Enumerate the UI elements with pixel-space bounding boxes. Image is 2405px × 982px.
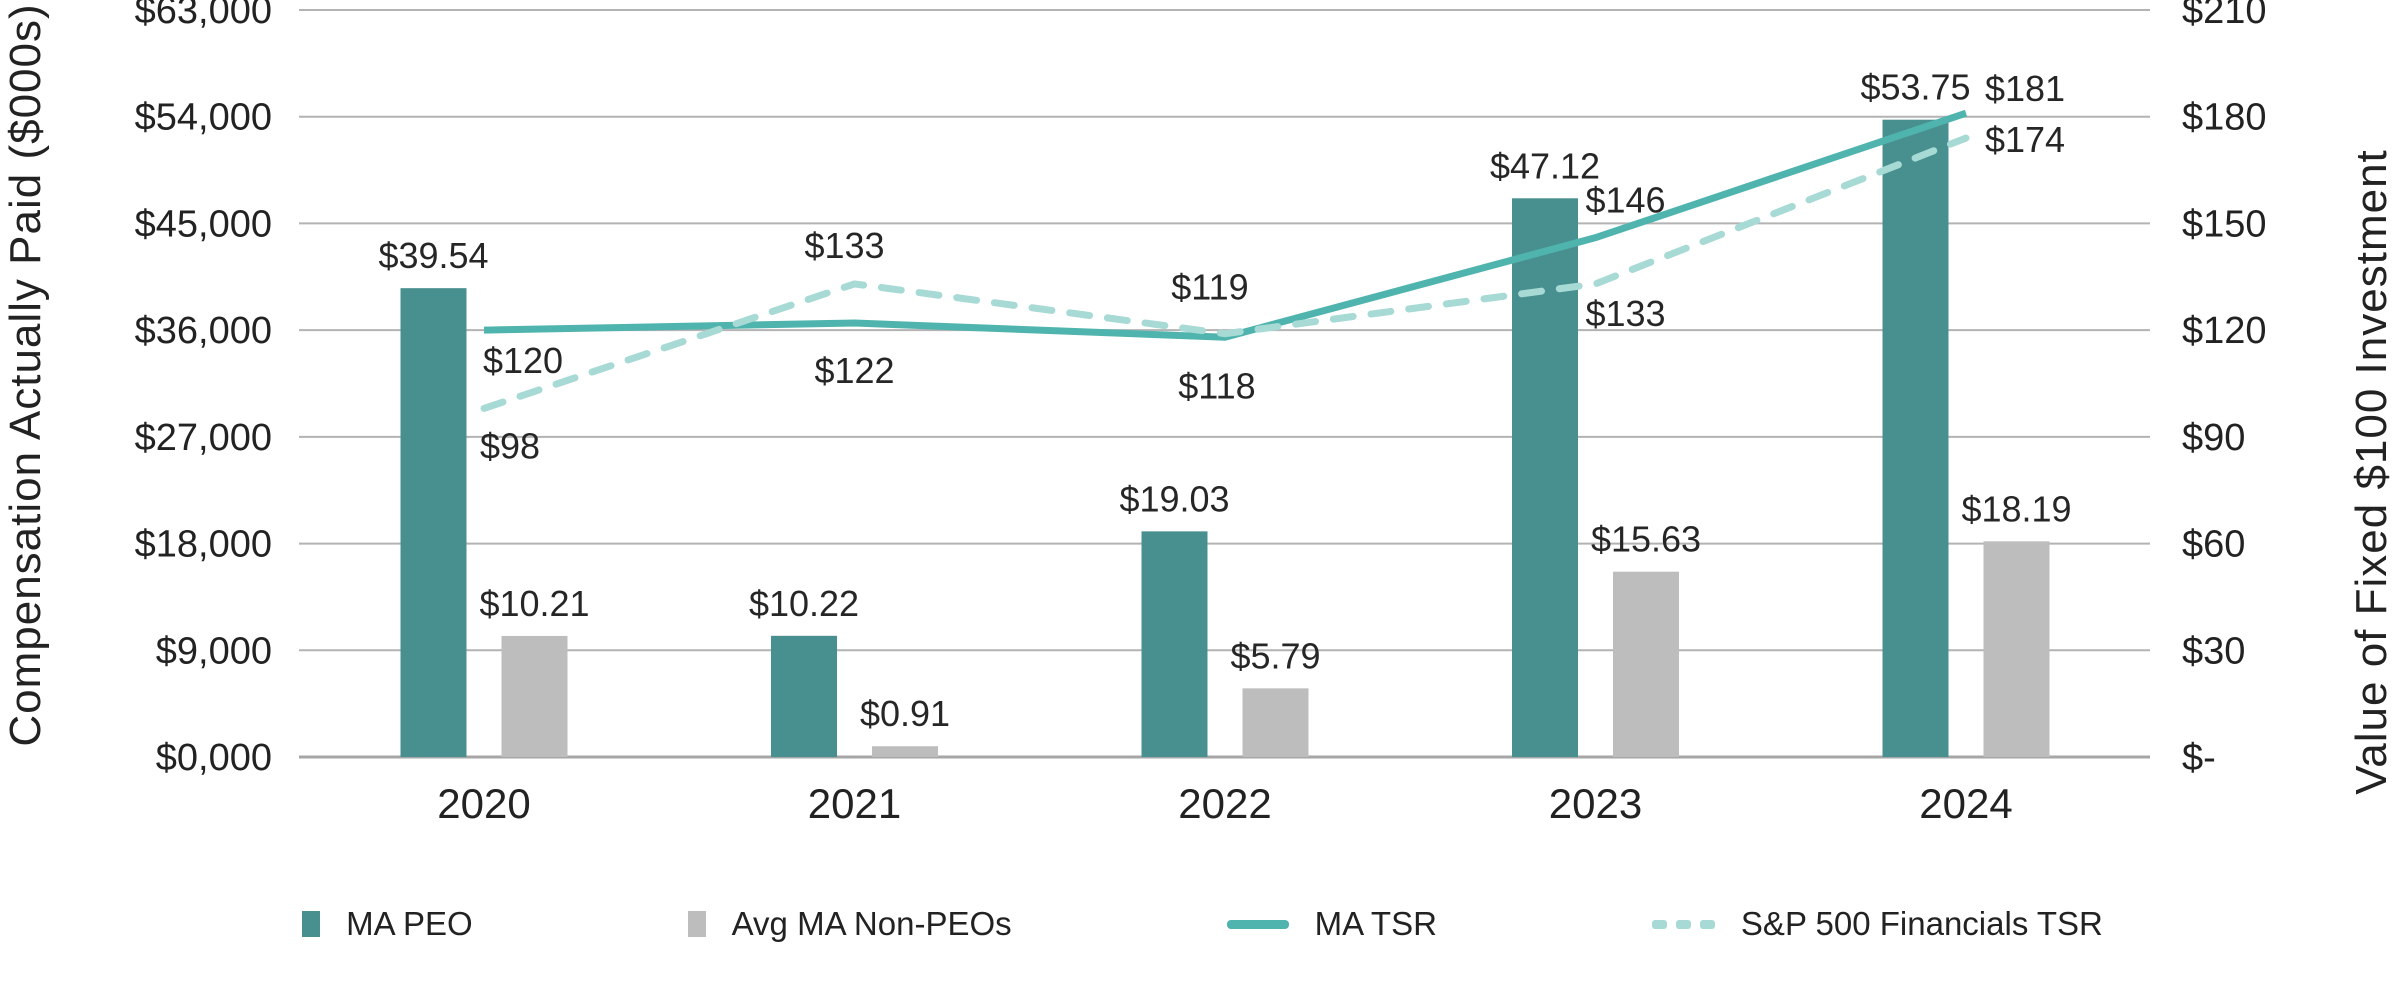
x-axis-label-2021: 2021 xyxy=(808,780,901,827)
bar-label-avg-ma-non-peos-2023: $15.63 xyxy=(1591,519,1701,560)
legend-item-ma-peo: MA PEO xyxy=(302,905,473,943)
line-label-ma-tsr-2021: $122 xyxy=(814,350,894,391)
right-tick-label: $150 xyxy=(2182,203,2267,245)
legend-item-ma-tsr: MA TSR xyxy=(1226,905,1437,943)
line-ma-tsr xyxy=(483,109,1968,341)
bar-ma-peo-2024 xyxy=(1882,119,1949,757)
line-label-ma-tsr-2022: $118 xyxy=(1178,365,1255,406)
right-tick-label: $90 xyxy=(2182,417,2245,459)
bar-label-avg-ma-non-peos-2021: $0.91 xyxy=(860,693,950,734)
line-label-s-p-500-financials-tsr-2021: $133 xyxy=(804,225,884,266)
line-s-p-500-financials-tsr xyxy=(480,134,1970,412)
right-tick-label: $180 xyxy=(2182,97,2267,139)
bar-label-avg-ma-non-peos-2020: $10.21 xyxy=(479,583,589,624)
bar-avg-ma-non-peos-2022 xyxy=(1242,688,1309,757)
dashed-line-swatch-icon xyxy=(1651,919,1715,929)
bar-label-avg-ma-non-peos-2022: $5.79 xyxy=(1230,635,1320,676)
x-axis-label-2020: 2020 xyxy=(437,780,530,827)
x-axis-label-2022: 2022 xyxy=(1178,780,1271,827)
legend-item-avg-ma-non-peos: Avg MA Non-PEOs xyxy=(687,905,1012,943)
right-tick-label: $30 xyxy=(2182,630,2245,672)
legend: MA PEO Avg MA Non-PEOs MA TSR S&P 500 Finan… xyxy=(0,896,2405,952)
line-label-ma-tsr-2023: $146 xyxy=(1585,180,1665,221)
legend-label: MA PEO xyxy=(346,905,473,942)
legend-label: MA TSR xyxy=(1314,905,1437,942)
left-axis-title: Compensation Actually Paid ($000s) xyxy=(1,3,50,747)
line-label-s-p-500-financials-tsr-2022: $119 xyxy=(1171,267,1248,308)
bar-ma-peo-2021 xyxy=(771,635,837,757)
left-tick-label: $63,000 xyxy=(135,0,272,32)
bar-label-avg-ma-non-peos-2024: $18.19 xyxy=(1961,488,2071,529)
bar-ma-peo-2020 xyxy=(400,288,467,757)
left-tick-label: $18,000 xyxy=(135,524,272,566)
bar-swatch-icon xyxy=(687,911,706,937)
bar-label-ma-peo-2024: $53.75 xyxy=(1860,67,1970,108)
line-label-s-p-500-financials-tsr-2023: $133 xyxy=(1585,293,1665,334)
bar-label-ma-peo-2020: $39.54 xyxy=(378,235,488,276)
left-tick-label: $27,000 xyxy=(135,417,272,459)
bar-avg-ma-non-peos-2020 xyxy=(501,635,568,757)
solid-line-swatch-icon xyxy=(1226,919,1289,929)
bar-avg-ma-non-peos-2024 xyxy=(1983,541,2050,757)
right-tick-label: $- xyxy=(2182,737,2216,779)
left-tick-label: $9,000 xyxy=(156,630,272,672)
line-label-s-p-500-financials-tsr-2024: $174 xyxy=(1985,119,2065,160)
left-tick-label: $54,000 xyxy=(135,97,272,139)
legend-item-s-p-500-financials-tsr: S&P 500 Financials TSR xyxy=(1651,905,2103,943)
right-tick-label: $210 xyxy=(2182,0,2267,32)
bar-label-ma-peo-2022: $19.03 xyxy=(1119,478,1229,519)
left-tick-label: $36,000 xyxy=(135,310,272,352)
bar-avg-ma-non-peos-2023 xyxy=(1613,571,1679,757)
right-tick-label: $120 xyxy=(2182,310,2267,352)
right-axis-title: Value of Fixed $100 Investment xyxy=(2347,149,2396,795)
line-label-ma-tsr-2020: $120 xyxy=(483,340,563,381)
bar-ma-peo-2023 xyxy=(1512,198,1578,757)
x-axis-label-2023: 2023 xyxy=(1549,780,1642,827)
left-tick-label: $0,000 xyxy=(156,737,272,779)
bar-label-ma-peo-2021: $10.22 xyxy=(749,583,859,624)
right-tick-label: $60 xyxy=(2182,524,2245,566)
bar-ma-peo-2022 xyxy=(1141,531,1208,757)
bar-swatch-icon xyxy=(302,911,321,937)
legend-label: S&P 500 Financials TSR xyxy=(1740,905,2103,942)
left-tick-label: $45,000 xyxy=(135,203,272,245)
line-label-s-p-500-financials-tsr-2020: $98 xyxy=(480,425,540,466)
x-axis-label-2024: 2024 xyxy=(1919,780,2012,827)
legend-label: Avg MA Non-PEOs xyxy=(731,905,1012,942)
bar-label-ma-peo-2023: $47.12 xyxy=(1490,145,1600,186)
bar-avg-ma-non-peos-2021 xyxy=(872,746,938,757)
line-label-ma-tsr-2024: $181 xyxy=(1985,68,2065,109)
